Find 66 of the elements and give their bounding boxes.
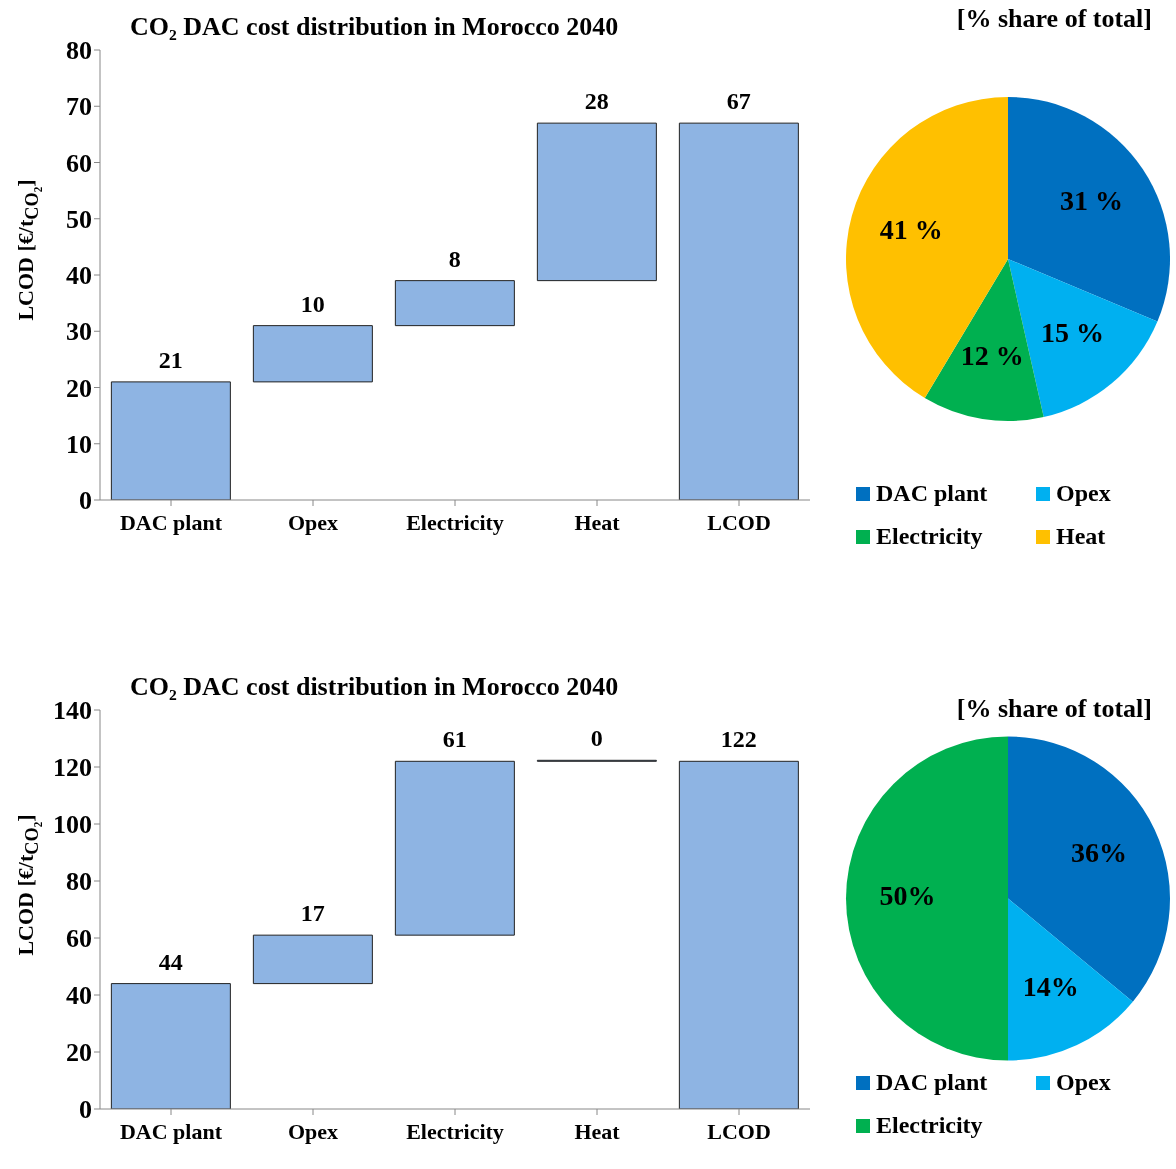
bar: [252, 325, 373, 383]
bar: [252, 934, 373, 985]
y-tick-label: 0: [79, 1095, 92, 1125]
y-tick-label: 0: [79, 486, 92, 516]
y-tick-label: 30: [66, 317, 92, 347]
bar: [110, 983, 231, 1109]
x-tick-label: Opex: [287, 509, 339, 535]
bar: [678, 122, 799, 500]
y-tick-label: 60: [66, 148, 92, 178]
y-tick-label: 20: [66, 373, 92, 403]
pie-slice: [1008, 736, 1170, 1002]
y-tick-label: 80: [66, 36, 92, 66]
chart-title: [% share of total]: [956, 694, 1152, 724]
y-tick-label: 60: [66, 924, 92, 954]
y-tick-label: 40: [66, 981, 92, 1011]
data-label: 61: [442, 726, 467, 753]
y-tick-label: 70: [66, 92, 92, 122]
bar: [536, 122, 657, 282]
x-tick-label: Electricity: [406, 509, 504, 535]
x-tick-label: DAC plant: [119, 509, 223, 535]
bar: [394, 280, 515, 327]
y-tick-label: 10: [66, 429, 92, 459]
bar: [110, 381, 231, 500]
x-tick-label: Electricity: [406, 1118, 504, 1144]
y-tick-label: 120: [53, 753, 92, 783]
x-tick-label: Heat: [574, 1118, 621, 1144]
data-label: 10: [300, 290, 325, 317]
x-tick-label: Heat: [574, 509, 621, 535]
y-tick-label: 40: [66, 261, 92, 291]
data-label: 21: [158, 346, 183, 373]
x-tick-label: DAC plant: [119, 1118, 223, 1144]
data-label: 15 %: [1041, 317, 1105, 349]
chart-title: CO₂ DAC cost distribution in Morocco 2040: [130, 672, 619, 702]
y-tick-label: 140: [53, 696, 92, 726]
y-tick-label: 50: [66, 204, 92, 234]
pie-slice: [1008, 97, 1170, 322]
chart-title: CO₂ DAC cost distribution in Morocco 2040: [130, 12, 619, 42]
legend-label: Opex: [1056, 480, 1111, 507]
pie-slice: [924, 259, 1044, 421]
chart-title: [% share of total]: [956, 4, 1152, 34]
data-label: 122: [720, 726, 757, 753]
data-label: 8: [448, 245, 461, 272]
y-tick-label: 80: [66, 867, 92, 897]
x-tick-label: LCOD: [707, 509, 771, 535]
x-tick-label: Opex: [287, 1118, 339, 1144]
data-label: 14%: [1022, 970, 1079, 1002]
data-label: 0: [590, 725, 603, 752]
data-label: 67: [726, 88, 751, 115]
x-tick-label: LCOD: [707, 1118, 771, 1144]
data-label: 31 %: [1060, 184, 1124, 216]
y-tick-label: 100: [53, 810, 92, 840]
legend-label: Opex: [1056, 1069, 1111, 1096]
data-label: 44: [158, 948, 183, 975]
data-label: 17: [300, 900, 325, 927]
data-label: 28: [584, 88, 609, 115]
bar: [678, 760, 799, 1109]
data-label: 50%: [879, 879, 936, 911]
pie-slice: [1008, 898, 1133, 1061]
legend-label: DAC plant: [876, 480, 988, 507]
data-label: 41 %: [879, 213, 943, 245]
data-label: 12 %: [960, 339, 1024, 371]
y-tick-label: 20: [66, 1038, 92, 1068]
data-label: 36%: [1070, 837, 1127, 869]
pie-slice: [846, 736, 1008, 1061]
legend-label: DAC plant: [876, 1069, 988, 1096]
bar: [394, 760, 515, 936]
